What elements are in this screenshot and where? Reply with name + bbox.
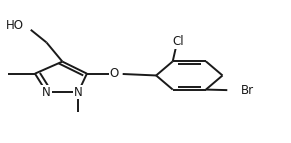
- Text: N: N: [74, 86, 83, 99]
- Text: Cl: Cl: [173, 35, 184, 48]
- Text: N: N: [42, 86, 51, 99]
- Text: Br: Br: [241, 84, 254, 97]
- Text: HO: HO: [6, 19, 23, 32]
- Text: O: O: [110, 67, 119, 80]
